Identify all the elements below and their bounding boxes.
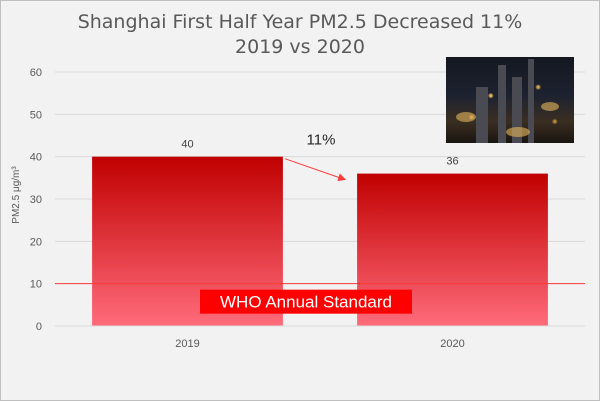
x-tick-label: 2020 (440, 338, 464, 350)
x-tick-label: 2019 (175, 338, 199, 350)
reference-label-bg (200, 289, 412, 314)
chart-title-line1: Shanghai First Half Year PM2.5 Decreased… (77, 11, 523, 33)
city-night-photo (446, 57, 574, 143)
x-axis: 2019 2020 (55, 325, 585, 350)
y-tick-label: 20 (30, 236, 42, 248)
change-annotation: 11% (284, 132, 347, 182)
y-axis-label: PM2.5 μg/m³ (11, 166, 22, 224)
chart-title-line2: 2019 vs 2020 (235, 36, 365, 58)
y-tick-label: 60 (30, 67, 42, 79)
chart-title: Shanghai First Half Year PM2.5 Decreased… (0, 10, 600, 60)
change-label: 11% (307, 132, 336, 149)
y-tick-label: 10 (30, 279, 42, 291)
y-axis: 0 10 20 30 40 50 60 (30, 67, 42, 333)
who-reference-line: WHO Annual Standard (55, 283, 585, 314)
reference-label: WHO Annual Standard (220, 293, 392, 312)
y-tick-label: 40 (30, 152, 42, 164)
y-tick-label: 0 (36, 321, 42, 333)
data-label: 40 (181, 139, 193, 151)
change-arrow (284, 158, 347, 182)
data-label: 36 (446, 156, 458, 168)
y-tick-label: 50 (30, 109, 42, 121)
y-tick-label: 30 (30, 194, 42, 206)
